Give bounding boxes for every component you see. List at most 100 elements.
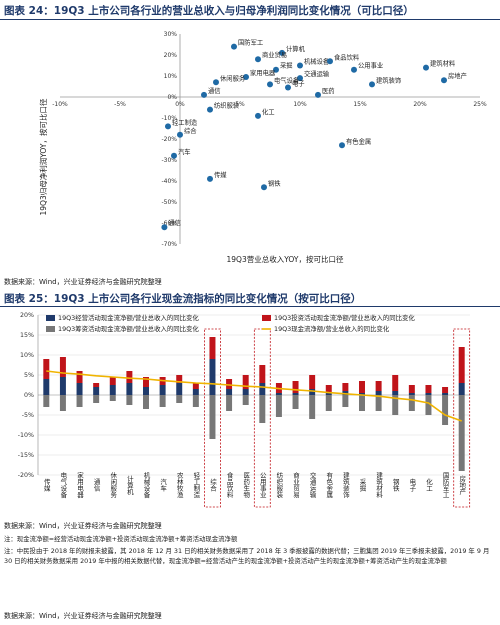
scatter-point-label: 有色金属	[346, 136, 371, 145]
bar-category-label: 农林牧渔	[175, 471, 183, 500]
net-cashflow-line	[46, 370, 462, 422]
bar-y-tick-label: -15%	[18, 452, 34, 459]
highlight-box	[204, 328, 221, 508]
scatter-point-label: 钢铁	[268, 178, 281, 187]
scatter-point-label: 医药	[322, 86, 335, 95]
bar-investing	[325, 385, 332, 393]
bar-financing	[43, 395, 50, 407]
figure-25-title: 图表 25：19Q3 上市公司各行业现金流指标的同比变化情况（按可比口径）	[4, 293, 362, 305]
bar-operating	[59, 377, 66, 395]
bar-financing	[292, 395, 299, 409]
scatter-y-tick-label: -10%	[161, 115, 177, 122]
bar-financing	[109, 395, 116, 401]
scatter-point-label: 传媒	[214, 170, 227, 179]
bar-y-tick-label: 5%	[24, 372, 34, 379]
bar-operating	[242, 389, 249, 395]
scatter-point-label: 轻工制造	[172, 117, 198, 126]
legend-swatch	[262, 315, 271, 321]
bar-investing	[126, 371, 133, 383]
scatter-x-tick-label: 25%	[473, 101, 487, 108]
bar-investing	[192, 383, 199, 389]
bar-investing	[143, 377, 149, 387]
bar-investing	[408, 385, 415, 393]
bar-y-tick-label: 0%	[24, 392, 34, 399]
bar-category-label: 计算机	[125, 474, 133, 496]
scatter-point-label: 食品饮料	[334, 52, 360, 61]
figure-24-title: 图表 24：19Q3 上市公司各行业的营业总收入与归母净利润同比变化情况（可比口…	[4, 5, 414, 17]
scatter-y-tick-label: 0%	[167, 94, 177, 101]
bar-operating	[309, 389, 316, 395]
scatter-point-label: 汽车	[178, 147, 191, 156]
bar-operating	[192, 389, 199, 395]
bar-category-label: 公用事业	[258, 472, 266, 498]
scatter-y-tick-label: 30%	[164, 31, 178, 38]
scatter-point	[267, 81, 273, 88]
bar-financing	[59, 395, 66, 411]
figure-25-note-2: 注：中民投由于 2018 年的财报未披露，其 2018 年 12 月 31 日的…	[4, 547, 490, 565]
bar-category-label: 家用电器	[76, 471, 84, 500]
bar-financing	[93, 395, 100, 403]
bar-financing	[259, 395, 266, 423]
bar-category-label: 化工	[424, 477, 432, 492]
bottom-source: 数据来源：Wind，兴业证券经济与金融研究院整理	[4, 612, 162, 620]
scatter-x-tick-label: 10%	[293, 101, 307, 108]
bar-y-tick-label: 20%	[20, 312, 34, 319]
scatter-point	[369, 81, 375, 88]
scatter-point-label: 通信	[208, 86, 221, 95]
scatter-point	[423, 64, 429, 71]
bar-category-label: 商业贸易	[292, 471, 300, 500]
bar-category-label: 国防军工	[441, 472, 449, 499]
bar-operating	[458, 383, 465, 395]
scatter-point	[177, 131, 183, 138]
bar-financing	[242, 395, 249, 405]
scatter-point	[161, 224, 168, 231]
bar-investing	[76, 371, 83, 383]
bar-investing	[392, 375, 399, 391]
bar-investing	[109, 377, 116, 385]
scatter-point	[327, 58, 333, 65]
bar-operating	[109, 385, 116, 395]
bar-financing	[458, 395, 465, 471]
bar-investing	[176, 375, 183, 383]
scatter-y-tick-label: -50%	[161, 199, 177, 206]
bar-financing	[76, 395, 83, 407]
bar-investing	[209, 337, 216, 359]
bar-category-label: 建筑材料	[375, 471, 383, 500]
legend-swatch	[46, 326, 55, 332]
bar-investing	[309, 375, 316, 389]
bar-category-label: 采掘	[358, 477, 366, 493]
scatter-point	[255, 112, 261, 119]
bar-y-tick-label: -5%	[22, 412, 34, 419]
bar-investing	[342, 383, 349, 391]
bar-operating	[325, 393, 332, 395]
scatter-point	[255, 56, 261, 63]
scatter-point-label: 建筑材料	[430, 59, 456, 68]
scatter-point-label: 通信	[168, 218, 181, 227]
bar-financing	[209, 395, 216, 439]
bar-financing	[325, 395, 332, 411]
scatter-y-tick-label: 20%	[164, 52, 178, 59]
scatter-x-tick-label: 0%	[175, 101, 185, 108]
scatter-x-axis-label: 19Q3营业总收入YOY，按可比口径	[227, 254, 344, 264]
bar-operating	[159, 385, 166, 395]
scatter-y-tick-label: -40%	[161, 178, 177, 185]
scatter-point	[171, 152, 177, 159]
bar-category-label: 电气设备	[59, 471, 67, 500]
bar-category-label: 轻工制造	[192, 471, 200, 500]
bar-category-label: 机械设备	[142, 471, 150, 500]
bar-operating	[275, 393, 282, 395]
scatter-point	[273, 66, 279, 73]
bar-category-label: 有色金属	[325, 471, 333, 500]
scatter-point-label: 纺织服装	[214, 101, 240, 110]
bar-y-tick-label: -10%	[18, 432, 34, 439]
bar-operating	[209, 359, 216, 395]
bar-operating	[442, 393, 449, 395]
bar-investing	[442, 387, 449, 393]
scatter-point-label: 公用事业	[358, 61, 383, 70]
scatter-point	[285, 84, 291, 91]
bar-financing	[392, 395, 399, 415]
scatter-point-label: 电子	[292, 79, 305, 88]
scatter-point	[441, 77, 447, 84]
bar-category-label: 纺织服装	[275, 471, 283, 500]
bar-category-label: 食品饮料	[225, 471, 233, 500]
